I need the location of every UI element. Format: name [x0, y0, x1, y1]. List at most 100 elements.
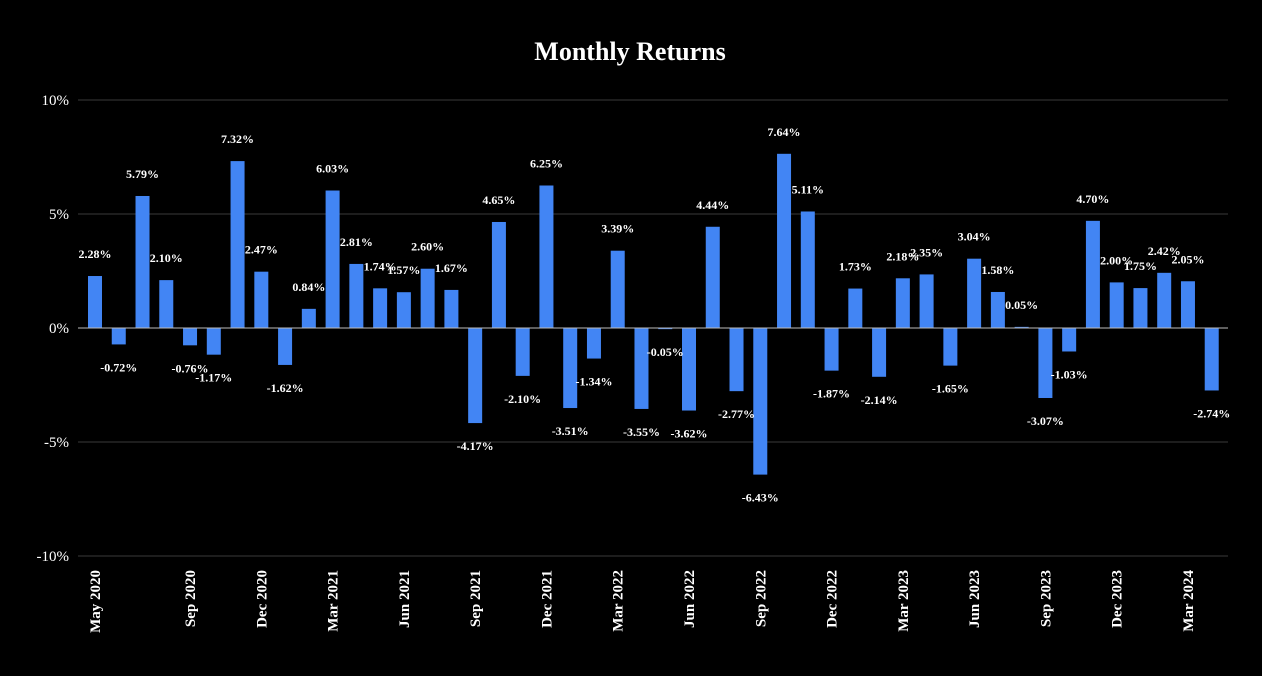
x-tick-label: Sep 2021 — [468, 570, 484, 627]
data-label: 2.00% — [1100, 253, 1133, 267]
data-label: -3.07% — [1027, 414, 1064, 428]
x-tick-label: Dec 2022 — [825, 570, 841, 628]
gridlines — [78, 99, 1228, 557]
x-tick-label: Sep 2022 — [753, 570, 769, 627]
x-tick-label: Jun 2023 — [967, 570, 983, 628]
bar — [183, 328, 198, 346]
bar — [420, 268, 435, 328]
bar — [634, 328, 649, 409]
x-tick-label: May 2020 — [88, 570, 104, 633]
chart-title: Monthly Returns — [534, 37, 725, 66]
bar — [1038, 328, 1053, 398]
data-label: -2.74% — [1193, 406, 1230, 420]
data-label: 3.04% — [958, 230, 991, 244]
bar — [1109, 282, 1124, 328]
x-tick-label: Dec 2020 — [254, 570, 270, 628]
bar — [1157, 272, 1172, 328]
data-label: -3.51% — [552, 424, 589, 438]
bar — [1133, 288, 1148, 328]
bar — [895, 278, 910, 328]
bar — [301, 308, 316, 328]
x-tick-label: Mar 2024 — [1181, 570, 1197, 632]
bar — [1085, 220, 1100, 328]
data-label: -1.62% — [267, 381, 304, 395]
data-label: 2.81% — [340, 235, 373, 249]
bar — [586, 328, 601, 359]
data-label: -1.17% — [195, 371, 232, 385]
data-label: -0.72% — [100, 360, 137, 374]
bar — [515, 328, 530, 376]
data-label: 5.79% — [126, 167, 159, 181]
data-label: 4.44% — [696, 198, 729, 212]
data-label: 2.42% — [1148, 244, 1181, 258]
y-tick-label: 5% — [49, 207, 69, 223]
data-label: 1.73% — [839, 260, 872, 274]
bar — [872, 328, 887, 377]
data-label: -4.17% — [457, 439, 494, 453]
bar — [967, 258, 982, 328]
data-label: 2.28% — [79, 247, 112, 261]
bar — [1062, 328, 1077, 352]
data-label: 0.05% — [1005, 298, 1038, 312]
x-tick-label: Mar 2023 — [896, 570, 912, 632]
y-tick-label: -10% — [37, 549, 70, 565]
data-label: 3.39% — [601, 222, 634, 236]
data-label: 2.60% — [411, 240, 444, 254]
data-label: 1.58% — [981, 263, 1014, 277]
bar — [468, 328, 483, 424]
bar — [1014, 326, 1029, 328]
y-tick-label: 10% — [42, 93, 70, 109]
bar — [278, 328, 293, 365]
bar — [1180, 281, 1195, 328]
data-label: 2.05% — [1171, 252, 1204, 266]
data-label: -1.87% — [813, 387, 850, 401]
data-label: 5.11% — [792, 182, 824, 196]
bar — [563, 328, 578, 409]
data-label: 0.84% — [292, 280, 325, 294]
bar — [325, 190, 340, 328]
data-label: -1.03% — [1051, 367, 1088, 381]
bar — [230, 161, 245, 328]
data-label: -2.10% — [504, 392, 541, 406]
data-label: 2.35% — [910, 245, 943, 259]
bar — [159, 280, 174, 328]
x-tick-label: Mar 2022 — [611, 570, 627, 632]
data-label: -2.14% — [861, 393, 898, 407]
bar — [753, 328, 768, 475]
bar — [729, 328, 744, 392]
x-tick-label: Sep 2020 — [183, 570, 199, 627]
data-label: -0.76% — [172, 361, 209, 375]
data-label: 6.03% — [316, 162, 349, 176]
y-tick-label: -5% — [44, 435, 69, 451]
bar — [539, 185, 554, 328]
bar — [135, 195, 150, 328]
data-label: 2.18% — [886, 249, 919, 263]
data-label: -3.55% — [623, 425, 660, 439]
bar — [800, 211, 815, 328]
bar — [777, 153, 792, 328]
bar — [206, 328, 221, 355]
data-label: 1.74% — [364, 259, 397, 273]
bar — [491, 221, 506, 328]
data-label: -0.05% — [647, 345, 684, 359]
bar — [919, 274, 934, 328]
x-tick-label: Sep 2023 — [1038, 570, 1054, 627]
data-label: 1.57% — [387, 263, 420, 277]
bars — [88, 153, 1219, 475]
bar — [824, 328, 839, 371]
bar — [705, 226, 720, 328]
data-label: 7.64% — [768, 125, 801, 139]
x-tick-label: Dec 2023 — [1110, 570, 1126, 628]
bar — [848, 288, 863, 328]
bar — [349, 263, 364, 328]
data-label: -1.65% — [932, 382, 969, 396]
data-label: -1.34% — [575, 375, 612, 389]
bar — [658, 328, 673, 330]
x-axis-ticks: May 2020 Sep 2020 Dec 2020 Mar 2021 Jun 2021… — [88, 570, 1197, 633]
bar — [373, 288, 388, 328]
x-tick-label: Jun 2022 — [682, 570, 698, 628]
bar — [88, 276, 102, 328]
x-tick-label: Dec 2021 — [539, 570, 555, 628]
bar — [990, 291, 1005, 328]
